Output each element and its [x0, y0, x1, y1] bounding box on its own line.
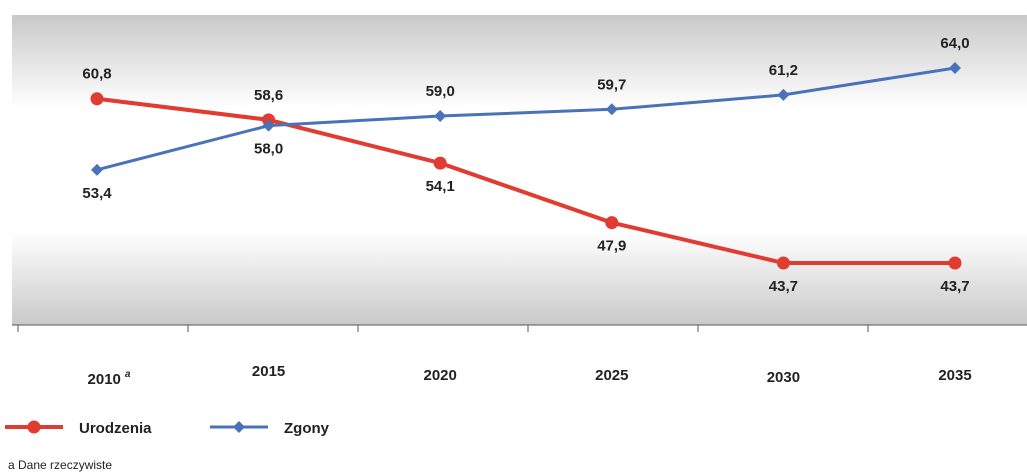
footnote: a Dane rzeczywiste: [8, 458, 112, 472]
line: [96, 66, 956, 172]
data-label: 54,1: [426, 178, 455, 195]
x-tick-label: 2025: [595, 367, 628, 384]
category-text: 2025: [595, 367, 628, 384]
data-label: 59,0: [426, 83, 455, 100]
legend-marker: [233, 421, 245, 433]
data-label: 43,7: [940, 278, 969, 295]
data-label: 58,6: [254, 87, 283, 104]
marker: [433, 156, 447, 170]
legend-label: Zgony: [284, 420, 330, 437]
data-label: 60,8: [82, 66, 111, 83]
marker: [262, 119, 275, 132]
marker: [605, 216, 619, 230]
marker: [776, 256, 790, 270]
data-label: 53,4: [82, 185, 112, 202]
data-label: 61,2: [769, 62, 798, 79]
x-tick-label: 2010 a: [88, 369, 131, 388]
plot-area: [12, 15, 1027, 325]
legend-label: Urodzenia: [79, 420, 152, 437]
x-tick-label: 2030: [767, 369, 800, 386]
data-label: 58,0: [254, 141, 283, 158]
category-text: 2010: [88, 371, 121, 388]
marker: [948, 256, 962, 270]
category-text: 2015: [252, 363, 285, 380]
category-text: 2030: [767, 369, 800, 386]
legend-marker: [27, 420, 41, 434]
marker: [777, 88, 790, 101]
x-tick-label: 2020: [424, 367, 457, 384]
data-label: 43,7: [769, 278, 798, 295]
category-text: 2035: [938, 367, 971, 384]
marker: [605, 103, 618, 116]
data-label: 64,0: [940, 35, 969, 52]
marker: [949, 62, 961, 74]
category-marker: a: [125, 369, 131, 380]
line: [96, 96, 955, 265]
marker: [434, 110, 447, 123]
category-text: 2020: [424, 367, 457, 384]
x-tick-label: 2035: [938, 367, 971, 384]
data-label: 47,9: [597, 238, 626, 255]
x-tick-label: 2015: [252, 363, 285, 380]
data-label: 59,7: [597, 76, 626, 93]
marker: [91, 163, 103, 176]
marker: [90, 92, 104, 106]
